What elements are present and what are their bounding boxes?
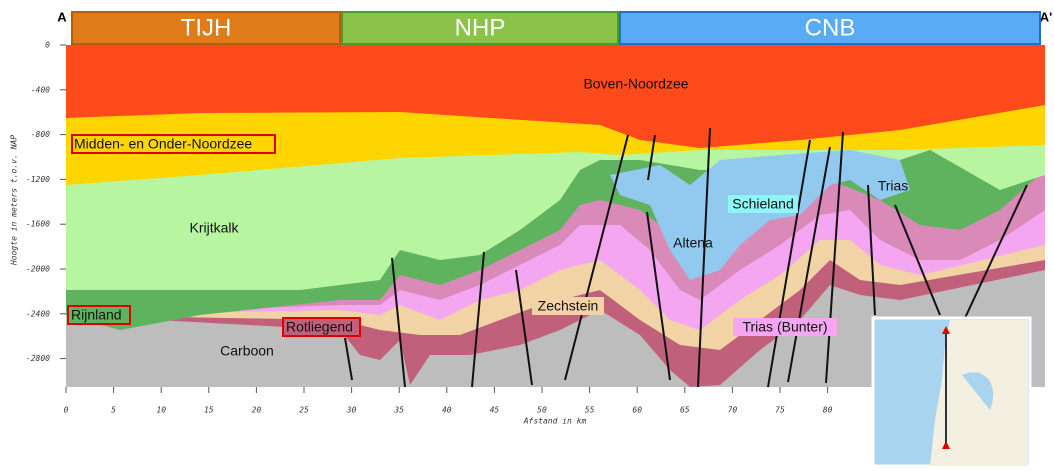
x-tick-label: 0 (64, 406, 69, 415)
x-tick-label: 25 (299, 406, 309, 415)
x-tick-label: 40 (442, 406, 452, 415)
unit-label: Schieland (732, 196, 794, 212)
marker-a: A (57, 9, 67, 24)
unit-label: Rijnland (71, 307, 122, 323)
y-tick-label: -1600 (26, 220, 50, 229)
unit-label: Trias (Bunter) (742, 319, 827, 335)
y-tick-label: -400 (31, 85, 50, 94)
inset-map (873, 318, 1030, 466)
y-tick-label: -2400 (26, 309, 50, 318)
y-tick-label: -800 (31, 130, 50, 139)
unit-label: Rotliegend (286, 319, 353, 335)
x-tick-label: 10 (156, 406, 166, 415)
x-tick-label: 55 (585, 406, 595, 415)
x-tick-label: 45 (490, 406, 500, 415)
unit-label: Zechstein (538, 298, 599, 314)
x-tick-label: 35 (393, 406, 404, 415)
marker-a-prime: A' (1040, 9, 1052, 24)
unit-label: Krijtkalk (189, 220, 239, 236)
x-axis-title: Afstand in km (523, 417, 587, 426)
y-axis-title: Hoogte in meters t.o.v. NAP (10, 135, 19, 266)
zone-label: TIJH (181, 14, 232, 41)
zone-label: CNB (805, 14, 856, 41)
x-tick-label: 60 (632, 406, 642, 415)
unit-label: Altena (673, 235, 713, 251)
unit-label: Midden- en Onder-Noordzee (74, 136, 252, 152)
x-tick-label: 15 (204, 406, 214, 415)
cross-section: A A' TIJH NHP CNB Boven-Noordzee (0, 0, 1054, 466)
x-tick-label: 80 (823, 406, 833, 415)
x-tick-label: 65 (680, 406, 690, 415)
x-tick-label: 30 (346, 406, 357, 415)
x-tick-label: 50 (537, 406, 547, 415)
x-tick-label: 75 (775, 406, 785, 415)
x-tick-label: 70 (728, 406, 738, 415)
x-tick-label: 20 (252, 406, 262, 415)
y-tick-label: -2800 (26, 354, 50, 363)
y-tick-label: -2000 (26, 265, 50, 274)
unit-label: Carboon (220, 343, 274, 359)
zone-label: NHP (455, 14, 506, 41)
x-tick-label: 5 (111, 406, 116, 415)
unit-label: Trias (878, 178, 909, 194)
unit-label: Boven-Noordzee (583, 76, 688, 92)
y-tick-label: -1200 (26, 175, 50, 184)
y-tick-label: 0 (45, 41, 50, 50)
